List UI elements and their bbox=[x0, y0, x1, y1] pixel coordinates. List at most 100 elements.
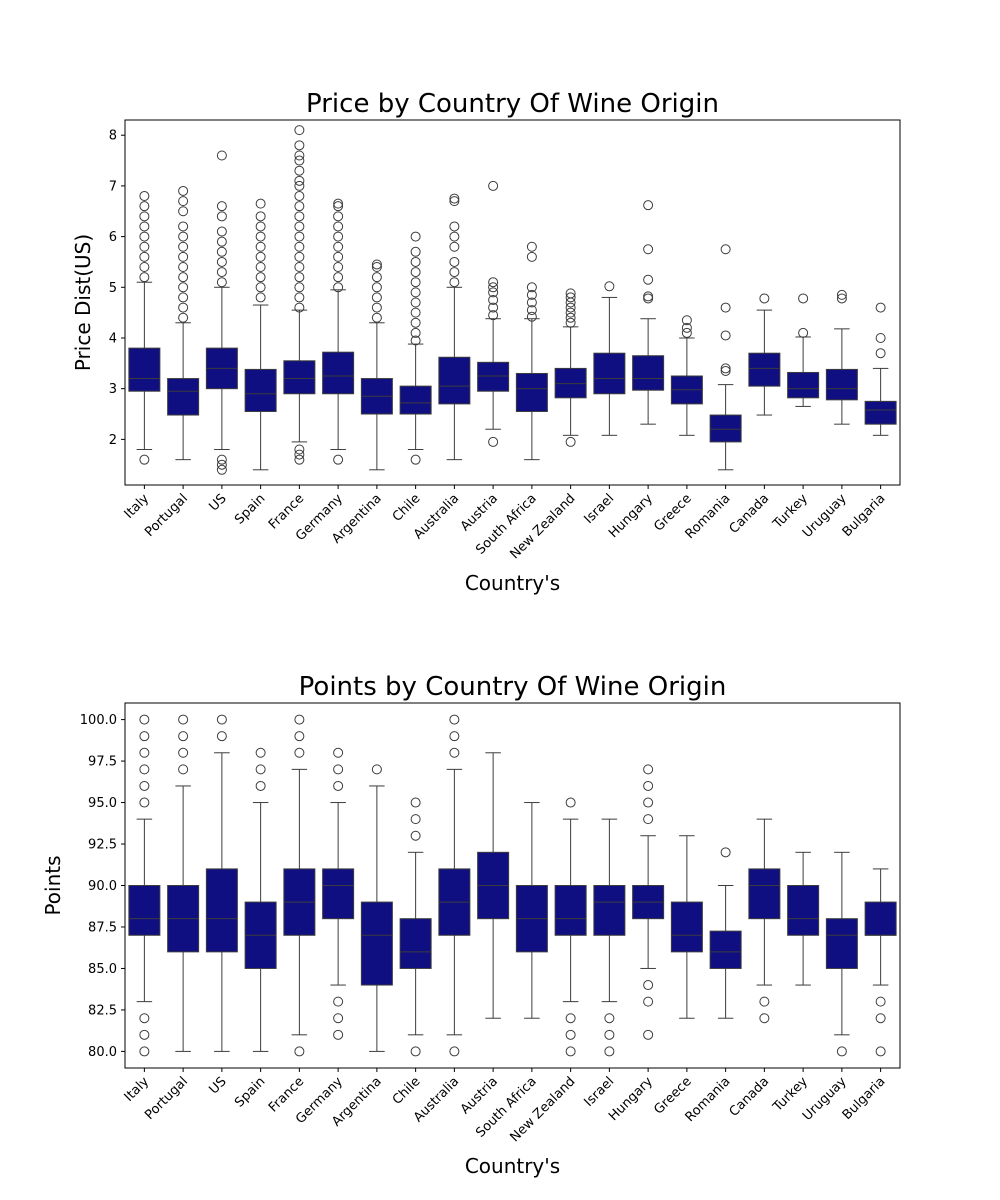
outlier-point bbox=[410, 267, 421, 278]
outlier-point bbox=[643, 996, 654, 1007]
outlier-point bbox=[294, 221, 305, 232]
y-tick-label: 5 bbox=[109, 281, 117, 296]
box-iqr bbox=[593, 352, 626, 395]
box-iqr bbox=[515, 372, 548, 412]
outlier-point bbox=[836, 293, 847, 304]
outlier-point bbox=[720, 365, 731, 376]
outlier-point bbox=[526, 311, 537, 322]
chart-panel-1: Price by Country Of Wine Origin 2 3 4 5 6 7 8 It… bbox=[71, 89, 901, 595]
box-group bbox=[825, 851, 858, 1057]
outlier-point bbox=[604, 281, 615, 292]
box-iqr bbox=[632, 355, 665, 391]
outlier-point bbox=[488, 180, 499, 191]
outlier-point bbox=[449, 241, 460, 252]
outlier-point bbox=[565, 317, 576, 328]
outlier-point bbox=[178, 185, 189, 196]
outlier-point bbox=[604, 1029, 615, 1040]
y-tick-label: 92.5 bbox=[88, 838, 117, 853]
outlier-point bbox=[643, 291, 654, 302]
y-tick-label: 8 bbox=[109, 129, 117, 144]
outlier-point bbox=[449, 267, 460, 278]
outlier-point bbox=[139, 780, 150, 791]
outlier-point bbox=[410, 246, 421, 257]
box-group bbox=[322, 198, 355, 465]
outlier-point bbox=[216, 464, 227, 475]
box-group bbox=[825, 289, 858, 425]
outlier-point bbox=[216, 246, 227, 257]
box-group bbox=[787, 293, 820, 407]
outlier-point bbox=[643, 244, 654, 255]
y-tick-label: 85.0 bbox=[88, 962, 117, 977]
outlier-point bbox=[410, 335, 421, 346]
y-tick-label: 95.0 bbox=[88, 796, 117, 811]
outlier-point bbox=[875, 332, 886, 343]
outlier-point bbox=[410, 454, 421, 465]
y-tick-label: 82.5 bbox=[88, 1003, 117, 1018]
outlier-point bbox=[216, 201, 227, 212]
y-axis-label: Points bbox=[41, 855, 65, 915]
outlier-point bbox=[526, 282, 537, 293]
outlier-point bbox=[139, 764, 150, 775]
outlier-point bbox=[178, 731, 189, 742]
box-group bbox=[593, 818, 626, 1057]
chart-title: Price by Country Of Wine Origin bbox=[306, 89, 719, 119]
outlier-point bbox=[371, 259, 382, 270]
box-group bbox=[593, 281, 626, 436]
box-iqr bbox=[787, 371, 820, 399]
x-tick-label: Chile bbox=[390, 491, 424, 525]
outlier-point bbox=[565, 292, 576, 303]
outlier-point bbox=[488, 277, 499, 288]
outlier-point bbox=[294, 444, 305, 455]
box-iqr bbox=[787, 885, 820, 936]
outlier-point bbox=[410, 231, 421, 242]
plot-frame bbox=[124, 702, 901, 1069]
box-group bbox=[632, 764, 665, 1040]
box-iqr bbox=[244, 368, 277, 412]
box-group bbox=[554, 797, 587, 1057]
plot-frame bbox=[124, 119, 901, 486]
x-tick-label: Italy bbox=[122, 1074, 153, 1105]
outlier-point bbox=[410, 1046, 421, 1057]
outlier-point bbox=[294, 454, 305, 465]
outlier-point bbox=[643, 980, 654, 991]
outlier-point bbox=[488, 287, 499, 298]
outlier-point bbox=[449, 256, 460, 267]
box-iqr bbox=[322, 351, 355, 395]
box-iqr bbox=[167, 378, 200, 416]
x-tick-label: Italy bbox=[122, 491, 153, 522]
outlier-point bbox=[371, 764, 382, 775]
outlier-point bbox=[720, 302, 731, 313]
outlier-point bbox=[216, 256, 227, 267]
outlier-point bbox=[255, 241, 266, 252]
x-tick-label: Israel bbox=[581, 1074, 617, 1110]
outlier-point bbox=[604, 1046, 615, 1057]
box-group bbox=[244, 198, 277, 471]
x-tick-label: Chile bbox=[390, 1074, 424, 1108]
outlier-point bbox=[178, 231, 189, 242]
outlier-point bbox=[836, 289, 847, 300]
box-group bbox=[438, 193, 471, 461]
outlier-point bbox=[681, 327, 692, 338]
outlier-point bbox=[294, 140, 305, 151]
outlier-point bbox=[216, 714, 227, 725]
outlier-point bbox=[759, 1013, 770, 1024]
outlier-point bbox=[178, 262, 189, 273]
box-iqr bbox=[399, 385, 432, 415]
outlier-point bbox=[449, 221, 460, 232]
box-group bbox=[477, 180, 510, 447]
outlier-point bbox=[759, 293, 770, 304]
box-iqr bbox=[709, 930, 742, 969]
outlier-point bbox=[294, 272, 305, 283]
outlier-point bbox=[836, 1046, 847, 1057]
outlier-point bbox=[139, 731, 150, 742]
box-group bbox=[322, 747, 355, 1040]
outlier-point bbox=[371, 302, 382, 313]
outlier-point bbox=[294, 1046, 305, 1057]
box-iqr bbox=[399, 918, 432, 969]
box-iqr bbox=[283, 360, 316, 395]
outlier-point bbox=[875, 1046, 886, 1057]
outlier-point bbox=[333, 764, 344, 775]
outlier-point bbox=[333, 272, 344, 283]
box-group bbox=[670, 315, 703, 436]
x-tick-label: Bulgaria bbox=[840, 1074, 889, 1123]
